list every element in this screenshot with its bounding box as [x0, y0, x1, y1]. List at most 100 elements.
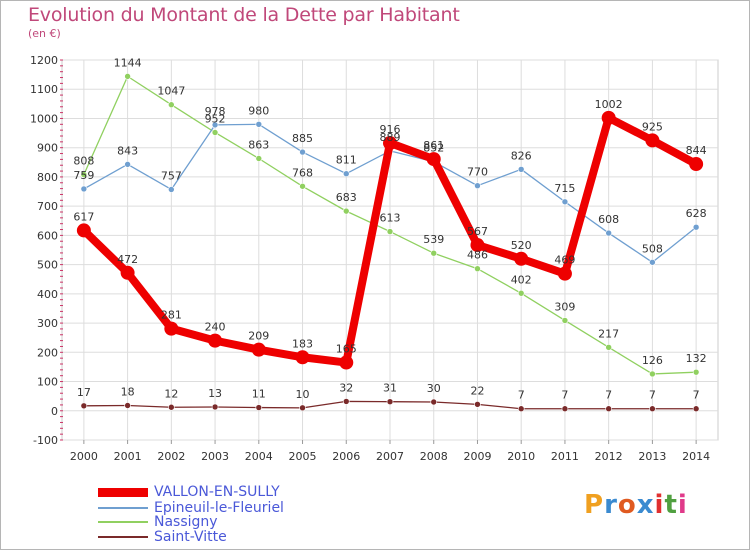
legend-item-nassigny: Nassigny — [98, 514, 218, 530]
y-tick-label: 1200 — [30, 54, 58, 67]
logo-letter: r — [604, 490, 618, 520]
legend-swatch — [98, 536, 148, 538]
data-label: 925 — [642, 120, 663, 133]
data-label: 13 — [208, 387, 222, 400]
data-point — [208, 333, 223, 348]
x-tick-label: 2013 — [638, 450, 666, 463]
legend-swatch — [98, 487, 148, 497]
data-point — [557, 266, 572, 281]
data-point — [561, 317, 569, 324]
data-point — [474, 182, 481, 189]
data-label: 240 — [205, 321, 226, 334]
data-label: 770 — [467, 166, 488, 179]
data-point — [649, 405, 656, 413]
data-label: 567 — [467, 225, 488, 238]
data-label: 628 — [686, 207, 707, 220]
x-tick-label: 2004 — [245, 450, 273, 463]
legend-label: Saint-Vitte — [154, 529, 227, 545]
data-point — [561, 405, 569, 413]
y-tick-label: -100 — [33, 434, 58, 447]
y-tick-label: 900 — [37, 142, 58, 155]
data-point — [80, 402, 88, 410]
data-point — [168, 101, 175, 109]
data-point — [605, 344, 612, 351]
data-point — [80, 185, 88, 193]
data-label: 31 — [383, 382, 397, 395]
logo-letter: i — [654, 490, 665, 520]
data-label: 1144 — [114, 56, 142, 69]
data-point — [605, 405, 612, 413]
legend-item-vallon: VALLON-EN-SULLY — [98, 484, 280, 500]
data-point — [299, 148, 306, 156]
data-point — [601, 110, 616, 125]
data-label: 889 — [380, 131, 401, 144]
data-label: 209 — [248, 330, 269, 343]
data-label: 757 — [161, 169, 182, 182]
data-label: 843 — [117, 144, 138, 157]
data-label: 402 — [511, 273, 532, 286]
data-label: 30 — [427, 382, 441, 395]
series-saint-vitte — [80, 398, 700, 413]
data-point — [517, 405, 525, 413]
data-point — [386, 228, 394, 235]
data-label: 183 — [292, 337, 313, 350]
x-tick-label: 2006 — [332, 450, 360, 463]
data-label: 22 — [470, 384, 484, 397]
data-point — [605, 229, 612, 237]
data-label: 1002 — [595, 98, 623, 111]
data-point — [649, 370, 656, 378]
data-point — [299, 404, 306, 412]
data-label: 17 — [77, 386, 91, 399]
x-tick-label: 2009 — [463, 450, 491, 463]
data-point — [649, 258, 656, 266]
data-label: 309 — [554, 300, 575, 313]
legend-swatch — [98, 507, 148, 509]
data-label: 861 — [423, 139, 444, 152]
data-point — [474, 265, 481, 273]
x-tick-label: 2003 — [201, 450, 229, 463]
proxiti-logo: Proxiti — [584, 490, 688, 520]
data-point — [168, 186, 175, 193]
data-label: 7 — [605, 389, 612, 402]
data-label: 863 — [248, 139, 269, 152]
data-label: 808 — [73, 155, 94, 168]
x-tick-label: 2008 — [420, 450, 448, 463]
data-label: 12 — [164, 387, 178, 400]
legend-label: Epineuil-le-Fleuriel — [154, 500, 284, 516]
logo-letter: t — [664, 490, 678, 520]
y-tick-label: 100 — [37, 376, 58, 389]
data-label: 7 — [518, 389, 525, 402]
data-point — [517, 166, 525, 173]
y-tick-label: 400 — [37, 288, 58, 301]
data-label: 759 — [73, 169, 94, 182]
data-label: 613 — [380, 212, 401, 225]
y-tick-label: 800 — [37, 171, 58, 184]
data-label: 11 — [252, 388, 266, 401]
data-label: 7 — [693, 389, 700, 402]
x-tick-label: 2012 — [595, 450, 623, 463]
data-point — [124, 402, 131, 409]
data-point — [299, 182, 306, 190]
data-label: 683 — [336, 191, 357, 204]
data-label: 469 — [554, 254, 575, 267]
data-label: 7 — [649, 389, 656, 402]
data-label: 852 — [423, 142, 444, 155]
y-tick-label: 1000 — [30, 112, 58, 125]
data-label: 978 — [205, 105, 226, 118]
y-tick-label: 1100 — [30, 83, 58, 96]
data-label: 126 — [642, 354, 663, 367]
data-point — [430, 398, 438, 406]
data-label: 826 — [511, 149, 532, 162]
data-label: 844 — [686, 144, 707, 157]
x-tick-label: 2011 — [551, 450, 579, 463]
legend-item-saint-vitte: Saint-Vitte — [98, 529, 227, 545]
data-point — [383, 136, 397, 151]
legend-label: VALLON-EN-SULLY — [154, 484, 280, 500]
data-point — [386, 398, 394, 406]
data-point — [251, 342, 266, 357]
data-point — [80, 171, 88, 178]
legend-swatch — [98, 521, 148, 523]
data-label: 32 — [339, 381, 353, 394]
data-point — [561, 198, 569, 206]
